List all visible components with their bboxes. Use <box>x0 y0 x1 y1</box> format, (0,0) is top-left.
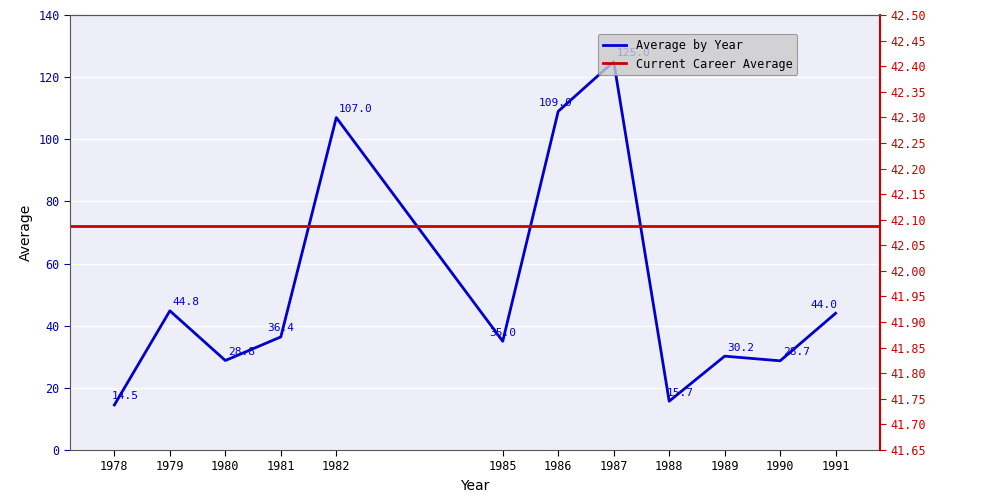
Y-axis label: Average: Average <box>19 204 33 261</box>
Average by Year <box>774 358 786 364</box>
Text: 28.7: 28.7 <box>783 348 810 358</box>
Line: Average by Year: Average by Year <box>114 62 836 405</box>
Text: 44.0: 44.0 <box>811 300 838 310</box>
Average by Year <box>663 398 675 404</box>
Text: 36.4: 36.4 <box>267 324 294 334</box>
Average by Year <box>108 402 120 408</box>
Legend: Average by Year, Current Career Average: Average by Year, Current Career Average <box>598 34 797 76</box>
Text: 30.2: 30.2 <box>727 342 754 352</box>
X-axis label: Year: Year <box>460 479 490 493</box>
Average by Year <box>497 338 509 344</box>
Average by Year <box>830 310 842 316</box>
Average by Year <box>275 334 287 340</box>
Text: 14.5: 14.5 <box>112 392 139 402</box>
Text: 125.0: 125.0 <box>616 48 650 58</box>
Text: 44.8: 44.8 <box>173 297 200 307</box>
Text: 15.7: 15.7 <box>666 388 693 398</box>
Text: 107.0: 107.0 <box>339 104 373 114</box>
Text: 109.0: 109.0 <box>539 98 573 108</box>
Average by Year <box>330 114 342 120</box>
Text: 35.0: 35.0 <box>489 328 516 338</box>
Average by Year <box>552 108 564 114</box>
Average by Year <box>608 58 620 64</box>
Average by Year <box>164 308 176 314</box>
Text: 28.8: 28.8 <box>228 347 255 357</box>
Average by Year <box>719 353 731 359</box>
Average by Year <box>219 358 231 364</box>
